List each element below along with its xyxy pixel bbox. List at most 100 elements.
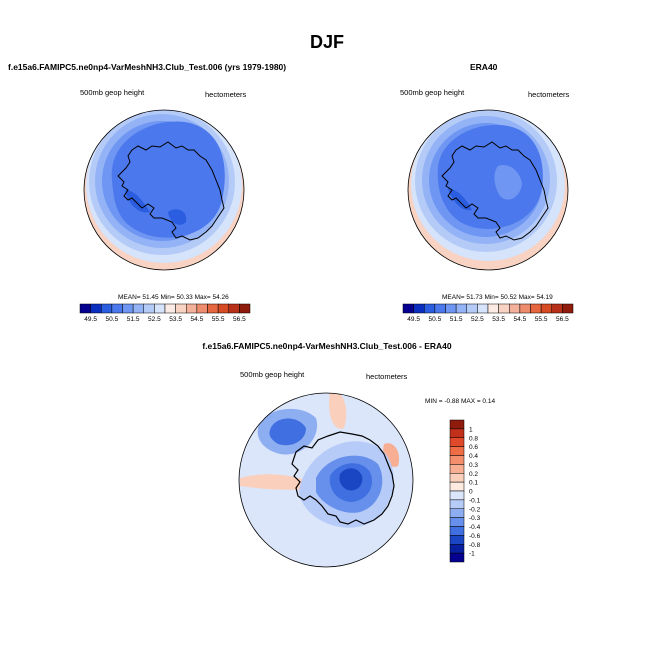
colorbar1-swatch-2 <box>101 303 113 314</box>
colorbar3-swatch-15 <box>449 552 465 563</box>
map3-warm-north <box>329 393 347 429</box>
map3-antarctica-outline <box>291 431 395 525</box>
colorbar-difference: 1 0.8 0.6 0.4 0.3 0.2 0.1 0-0.1 -0.2 -0.3 -0.4 -0.6… <box>449 419 481 563</box>
colorbar1-tick-0: 49.5 <box>84 316 97 323</box>
colorbar2-swatch-8 <box>487 303 499 314</box>
colorbar3-swatch-5 <box>449 464 465 474</box>
colorbar2-tick-3: 52.5 <box>471 316 484 323</box>
panel2-title: ERA40 <box>470 62 498 72</box>
colorbar3-tick-1: 0.8 <box>469 435 478 442</box>
colorbar1-swatch-8 <box>164 303 176 314</box>
colorbar3-tick-13: -0.8 <box>469 542 481 549</box>
map-difference <box>239 393 413 567</box>
panel3-units-label: hectometers <box>366 372 408 381</box>
colorbar3-tick-9: -0.2 <box>469 506 481 513</box>
colorbar2-swatch-9 <box>498 303 510 314</box>
colorbar1-swatch-4 <box>122 303 134 314</box>
colorbar3-swatch-7 <box>449 481 465 492</box>
panel1-variable-label: 500mb geop height <box>80 88 145 97</box>
colorbar3-swatch-2 <box>449 437 465 447</box>
colorbar3-tick-11: -0.4 <box>469 524 481 531</box>
colorbar2-swatch-14 <box>551 303 563 314</box>
panel1-units-label: hectometers <box>205 90 247 99</box>
colorbar1-tick-1: 50.5 <box>106 316 119 323</box>
panel2-units-label: hectometers <box>528 90 570 99</box>
colorbar3-tick-6: 0.1 <box>469 480 478 487</box>
map1-low-south <box>168 209 187 225</box>
colorbar3-swatch-11 <box>449 517 465 527</box>
colorbar3-swatch-8 <box>449 490 465 501</box>
colorbar1-tick-3: 52.5 <box>148 316 161 323</box>
colorbar3-swatch-13 <box>449 535 465 545</box>
colorbar3-swatch-6 <box>449 473 465 483</box>
colorbar1-swatch-12 <box>207 303 219 314</box>
colorbar3-swatch-10 <box>449 508 465 518</box>
page-title: DJF <box>309 32 344 52</box>
colorbar3-tick-12: -0.6 <box>469 533 481 540</box>
colorbar1-swatch-15 <box>239 303 251 314</box>
panel2-stats: MEAN= 51.73 Min= 50.52 Max= 54.19 <box>442 294 553 301</box>
colorbar2-tick-7: 56.5 <box>556 316 569 323</box>
map1-antarctica-outline <box>117 141 225 241</box>
colorbar2-tick-4: 53.5 <box>492 316 505 323</box>
map2-border <box>407 109 569 271</box>
colorbar3-tick-14: -1 <box>469 551 475 558</box>
colorbar2-tick-0: 49.5 <box>407 316 420 323</box>
colorbar1-swatch-11 <box>196 303 208 314</box>
colorbar1-tick-7: 56.5 <box>233 316 246 323</box>
colorbar1-tick-4: 53.5 <box>169 316 182 323</box>
colorbar-era40: 49.5 50.5 51.5 52.5 53.5 54.5 55.5 56.5 <box>402 303 574 323</box>
colorbar1-swatch-5 <box>132 303 144 314</box>
colorbar3-tick-4: 0.3 <box>469 462 478 469</box>
colorbar1-swatch-14 <box>228 303 240 314</box>
map2-high-interior <box>494 164 522 200</box>
colorbar2-swatch-15 <box>562 303 574 314</box>
colorbar1-swatch-6 <box>143 303 155 314</box>
colorbar1-swatch-13 <box>217 303 229 314</box>
colorbar3-swatch-1 <box>449 428 465 438</box>
colorbar3-swatch-4 <box>449 455 465 465</box>
map2-low-west <box>448 188 472 211</box>
map1-border <box>83 109 245 271</box>
map3-low-west-core <box>269 418 306 446</box>
colorbar1-swatch-3 <box>111 303 123 314</box>
colorbar3-tick-2: 0.6 <box>469 444 478 451</box>
colorbar1-tick-2: 51.5 <box>127 316 140 323</box>
colorbar3-swatch-14 <box>449 544 465 554</box>
colorbar2-swatch-13 <box>540 303 552 314</box>
colorbar1-swatch-1 <box>90 303 102 314</box>
colorbar1-tick-6: 55.5 <box>212 316 225 323</box>
panel2-variable-label: 500mb geop height <box>400 88 465 97</box>
colorbar2-swatch-11 <box>519 303 531 314</box>
colorbar3-swatch-3 <box>449 446 465 456</box>
colorbar1-swatch-7 <box>154 303 166 314</box>
colorbar2-tick-5: 54.5 <box>514 316 527 323</box>
colorbar2-swatch-7 <box>477 303 489 314</box>
panel3-title: f.e15a6.FAMIPC5.ne0np4-VarMeshNH3.Club_T… <box>202 341 452 351</box>
colorbar1-swatch-10 <box>186 303 198 314</box>
colorbar1-swatch-9 <box>175 303 187 314</box>
map3-border <box>238 392 414 568</box>
colorbar2-swatch-4 <box>445 303 457 314</box>
colorbar1-tick-5: 54.5 <box>191 316 204 323</box>
colorbar2-swatch-0 <box>402 303 414 314</box>
map2-antarctica-outline <box>441 141 549 241</box>
colorbar2-tick-6: 55.5 <box>535 316 548 323</box>
colorbar2-swatch-12 <box>530 303 542 314</box>
map-era40 <box>408 110 568 270</box>
panel1-stats: MEAN= 51.45 Min= 50.33 Max= 54.26 <box>118 294 229 301</box>
colorbar2-swatch-1 <box>413 303 425 314</box>
colorbar3-swatch-0 <box>449 419 465 430</box>
colorbar3-tick-0: 1 <box>469 426 473 433</box>
colorbar-model: 49.5 50.5 51.5 52.5 53.5 54.5 55.5 56.5 <box>79 303 251 323</box>
colorbar2-swatch-3 <box>434 303 446 314</box>
colorbar2-swatch-10 <box>509 303 521 314</box>
colorbar3-swatch-12 <box>449 526 465 536</box>
colorbar2-swatch-5 <box>455 303 467 314</box>
map-model <box>84 110 244 270</box>
colorbar3-tick-7: 0 <box>469 489 473 496</box>
colorbar2-swatch-2 <box>424 303 436 314</box>
map3-low-central-min <box>339 468 363 491</box>
map2-band-core <box>437 124 543 229</box>
